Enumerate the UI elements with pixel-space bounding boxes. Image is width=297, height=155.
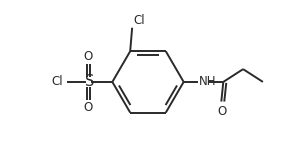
Text: O: O [83,101,92,114]
Text: S: S [85,74,94,89]
Text: Cl: Cl [51,75,63,88]
Text: Cl: Cl [133,14,145,27]
Text: O: O [218,104,227,117]
Text: NH: NH [198,75,216,88]
Text: O: O [83,50,92,63]
